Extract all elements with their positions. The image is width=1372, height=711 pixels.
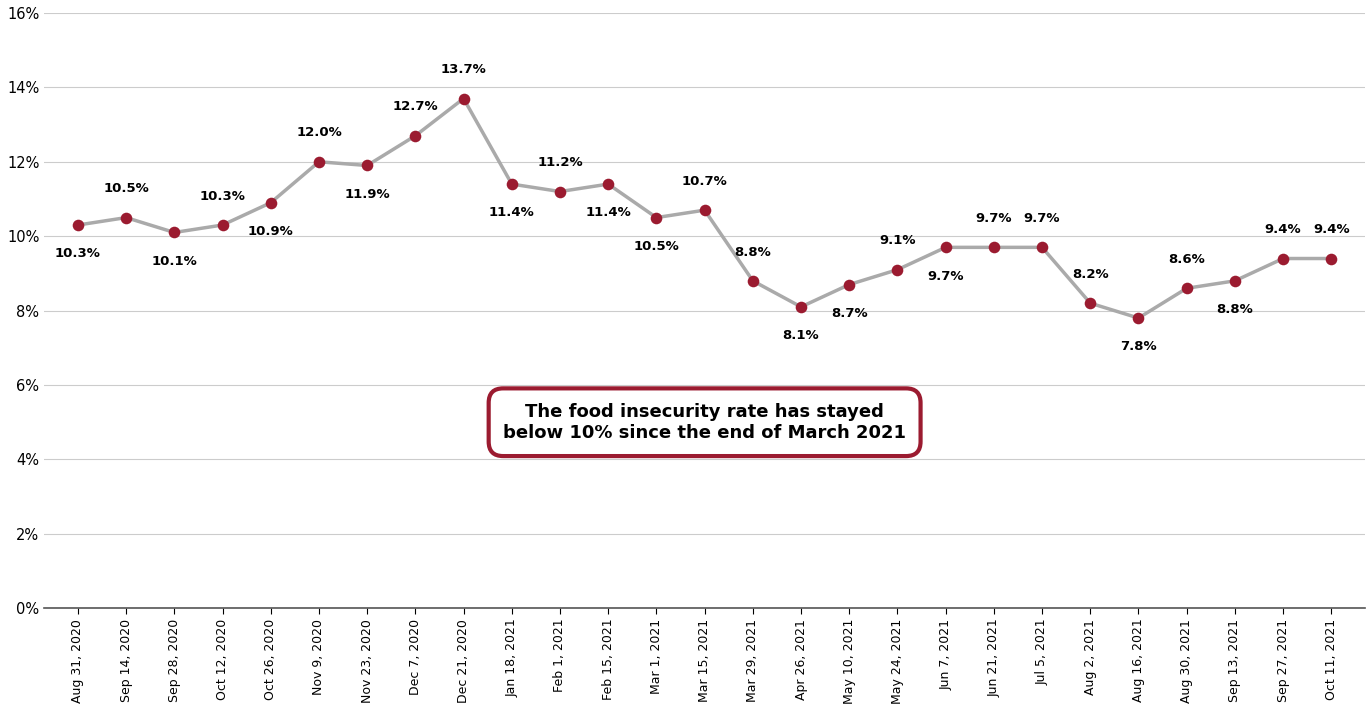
Text: 10.9%: 10.9%	[248, 225, 294, 238]
Text: 10.3%: 10.3%	[199, 190, 246, 203]
Text: 10.5%: 10.5%	[634, 240, 679, 253]
Text: 11.9%: 11.9%	[344, 188, 390, 201]
Text: The food insecurity rate has stayed
below 10% since the end of March 2021: The food insecurity rate has stayed belo…	[504, 403, 906, 442]
Point	[1320, 253, 1342, 264]
Point	[1128, 312, 1150, 324]
Text: 9.7%: 9.7%	[1024, 212, 1061, 225]
Text: 10.1%: 10.1%	[151, 255, 198, 268]
Point	[1080, 297, 1102, 309]
Text: 11.4%: 11.4%	[586, 206, 631, 220]
Point	[934, 242, 956, 253]
Text: 7.8%: 7.8%	[1120, 341, 1157, 353]
Text: 9.7%: 9.7%	[927, 269, 965, 283]
Point	[259, 197, 281, 208]
Point	[307, 156, 329, 168]
Text: 8.8%: 8.8%	[1217, 303, 1253, 316]
Point	[982, 242, 1004, 253]
Point	[549, 186, 571, 197]
Text: 10.5%: 10.5%	[103, 182, 150, 196]
Text: 13.7%: 13.7%	[440, 63, 487, 76]
Text: 12.0%: 12.0%	[296, 127, 342, 139]
Point	[742, 275, 764, 287]
Point	[694, 205, 716, 216]
Point	[357, 160, 379, 171]
Text: 8.1%: 8.1%	[782, 329, 819, 342]
Point	[1176, 282, 1198, 294]
Point	[501, 178, 523, 190]
Point	[1032, 242, 1054, 253]
Text: 9.1%: 9.1%	[879, 235, 915, 247]
Point	[67, 219, 89, 230]
Text: 8.2%: 8.2%	[1072, 268, 1109, 281]
Point	[453, 93, 475, 105]
Text: 11.4%: 11.4%	[488, 206, 535, 220]
Text: 10.7%: 10.7%	[682, 175, 727, 188]
Point	[1272, 253, 1294, 264]
Point	[405, 130, 427, 141]
Point	[645, 212, 667, 223]
Point	[163, 227, 185, 238]
Text: 9.4%: 9.4%	[1313, 223, 1350, 236]
Text: 10.3%: 10.3%	[55, 247, 102, 260]
Text: 8.7%: 8.7%	[831, 307, 867, 320]
Text: 9.7%: 9.7%	[975, 212, 1013, 225]
Text: 11.2%: 11.2%	[538, 156, 583, 169]
Point	[886, 264, 908, 275]
Point	[838, 279, 860, 290]
Point	[211, 219, 233, 230]
Point	[115, 212, 137, 223]
Point	[1224, 275, 1246, 287]
Point	[790, 301, 812, 313]
Text: 8.6%: 8.6%	[1169, 253, 1205, 266]
Text: 9.4%: 9.4%	[1265, 223, 1302, 236]
Text: 12.7%: 12.7%	[392, 100, 438, 114]
Text: 8.8%: 8.8%	[734, 245, 771, 259]
Point	[597, 178, 619, 190]
